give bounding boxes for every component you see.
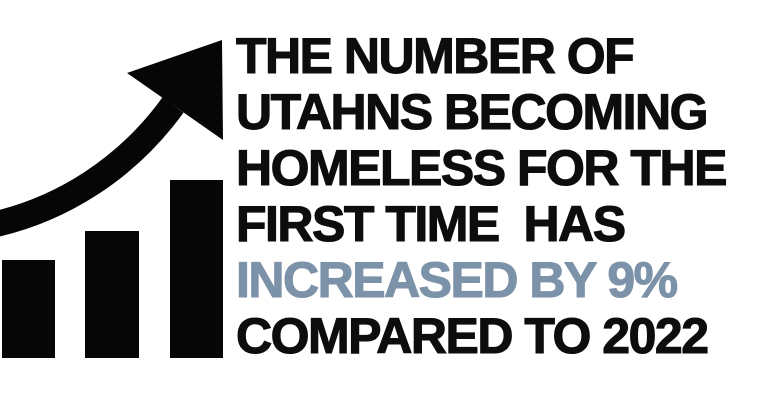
- bar-icon-small: [2, 260, 55, 358]
- bar-icon-medium: [85, 231, 139, 358]
- headline-line-1: THE NUMBER OF: [235, 27, 635, 84]
- arrow-head-icon: [127, 40, 223, 140]
- headline: THE NUMBER OF UTAHNS BECOMING HOMELESS F…: [235, 27, 756, 364]
- arrow-curve-icon: [0, 97, 184, 237]
- headline-line-2: UTAHNS BECOMING: [235, 83, 709, 140]
- headline-line-5-highlight: INCREASED BY 9%: [235, 251, 678, 308]
- headline-line-3: HOMELESS FOR THE: [235, 139, 728, 196]
- headline-line-4: FIRST TIME HAS: [235, 195, 626, 252]
- bar-icon-large: [170, 180, 223, 358]
- growth-trend-icon: [0, 40, 223, 358]
- headline-line-6: COMPARED TO 2022: [235, 307, 709, 364]
